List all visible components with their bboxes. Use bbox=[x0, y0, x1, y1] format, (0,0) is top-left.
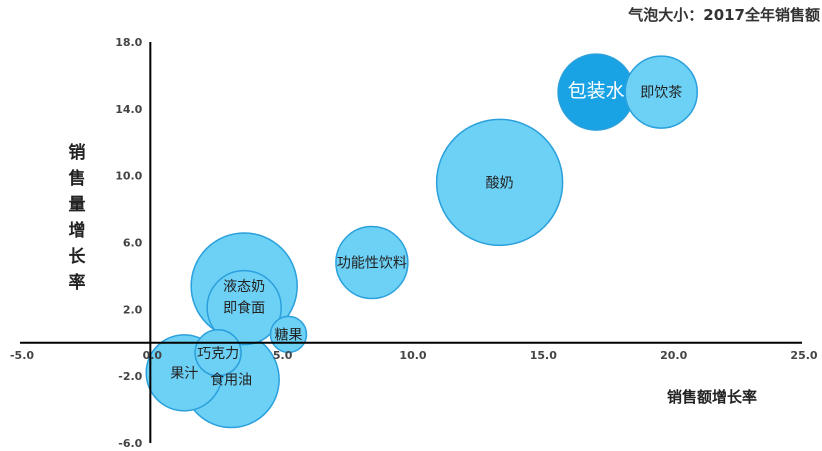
x-tick-label: 20.0 bbox=[660, 349, 687, 362]
bubble-point bbox=[206, 269, 282, 346]
x-tick-label: 25.0 bbox=[790, 349, 817, 362]
bubble-label: 糖果 bbox=[274, 327, 302, 343]
x-tick-label: -5.0 bbox=[10, 349, 34, 362]
axes-layer: -5.0 0.0 5.0 10.0 15.0 20.0 25.0 18.0 14.0 10.0 6.… bbox=[10, 36, 818, 450]
bubble-label: 液态奶 bbox=[223, 279, 265, 295]
x-axis-label: 销售额增长率 bbox=[667, 388, 758, 406]
bubble-label: 功能性饮料 bbox=[337, 256, 407, 272]
bubble-label: 即食面 bbox=[223, 300, 265, 317]
y-tick-label: 18.0 bbox=[115, 36, 142, 49]
x-tick-label: 0.0 bbox=[143, 349, 163, 362]
bubble-point bbox=[194, 329, 242, 377]
bubble-label: 食用油 bbox=[210, 372, 252, 389]
bubble-label: 酸奶 bbox=[486, 175, 514, 191]
bubble-size-note: 气泡大小：2017全年销售额 bbox=[628, 6, 820, 24]
bubble-point bbox=[335, 225, 409, 300]
y-tick-label: 2.0 bbox=[123, 303, 143, 316]
y-tick-label: -6.0 bbox=[118, 437, 142, 450]
y-tick-label: -2.0 bbox=[118, 370, 142, 383]
x-tick-label: 5.0 bbox=[273, 349, 293, 362]
bubble-label: 即饮茶 bbox=[640, 85, 682, 101]
y-tick-label: 14.0 bbox=[115, 103, 142, 116]
y-tick-label: 10.0 bbox=[115, 170, 142, 183]
y-tick-label: 6.0 bbox=[123, 237, 143, 250]
bubble-label: 果汁 bbox=[170, 366, 198, 382]
bubble-label: 巧克力 bbox=[197, 346, 239, 362]
x-tick-label: 10.0 bbox=[399, 349, 426, 362]
x-tick-label: 15.0 bbox=[530, 349, 557, 362]
bubble-label: 包装水 bbox=[568, 80, 625, 102]
bubble-point bbox=[624, 55, 698, 129]
bubble-point bbox=[435, 118, 564, 247]
y-axis-label: 销售量增长率 bbox=[68, 143, 86, 293]
